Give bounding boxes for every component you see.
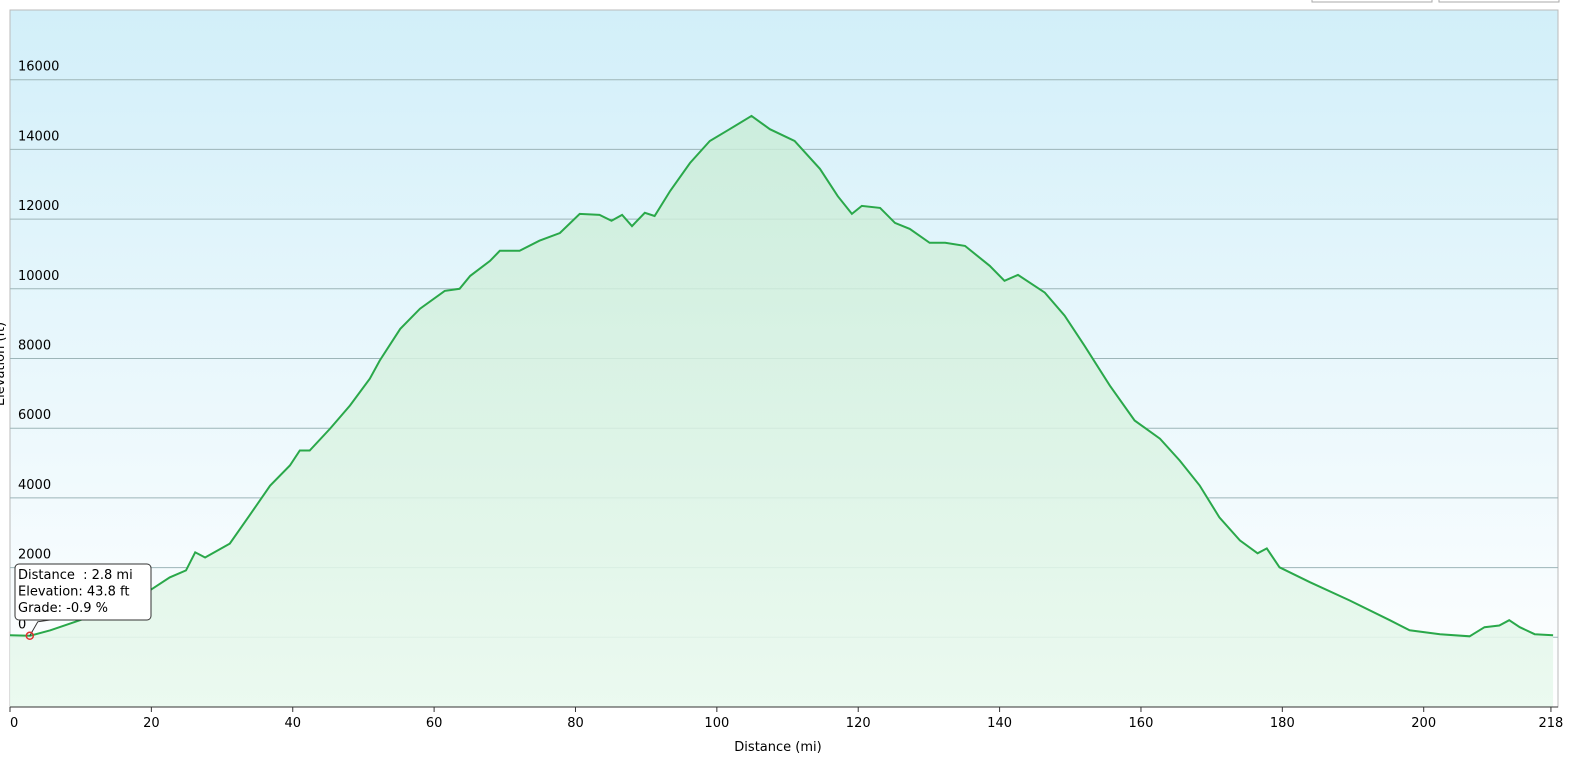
x-tick-label: 120 (846, 716, 871, 731)
toolbar-button[interactable] (1438, 0, 1560, 3)
y-tick-label: 6000 (18, 408, 51, 423)
x-tick-label: 100 (704, 716, 729, 731)
x-tick-label: 160 (1129, 716, 1154, 731)
tooltip-text: Grade: -0.9 % (18, 601, 108, 616)
elevation-line (9, 114, 1554, 638)
y-tick-label: 4000 (18, 478, 51, 493)
x-tick-label: 40 (284, 716, 301, 731)
x-tick-label: 0 (10, 716, 18, 731)
y-tick-label: 8000 (18, 339, 51, 354)
tooltip-box (14, 563, 152, 621)
y-tick-label: 12000 (18, 199, 59, 214)
y-tick-label: 10000 (18, 269, 59, 284)
elevation-area (10, 115, 1554, 707)
y-tick-label: 0 (18, 617, 26, 632)
tooltip-text: Elevation: 43.8 ft (18, 585, 129, 600)
x-tick-label: 200 (1411, 716, 1436, 731)
y-tick-label: 16000 (18, 60, 59, 75)
y-tick-label: 2000 (18, 548, 51, 563)
y-axis-label: Elevation (ft) (0, 322, 8, 406)
x-axis-label: Distance (mi) (734, 740, 821, 755)
cursor-marker (25, 631, 35, 641)
tooltip-text: Distance : 2.8 mi (18, 568, 133, 583)
x-tick-label: 140 (987, 716, 1012, 731)
x-tick-label: 60 (426, 716, 443, 731)
x-tick-label: 180 (1270, 716, 1295, 731)
x-tick-label: 20 (143, 716, 160, 731)
y-tick-label: 14000 (18, 129, 59, 144)
toolbar-button[interactable] (1311, 0, 1433, 3)
x-tick-label: 218 (1539, 716, 1564, 731)
x-tick-label: 80 (567, 716, 584, 731)
